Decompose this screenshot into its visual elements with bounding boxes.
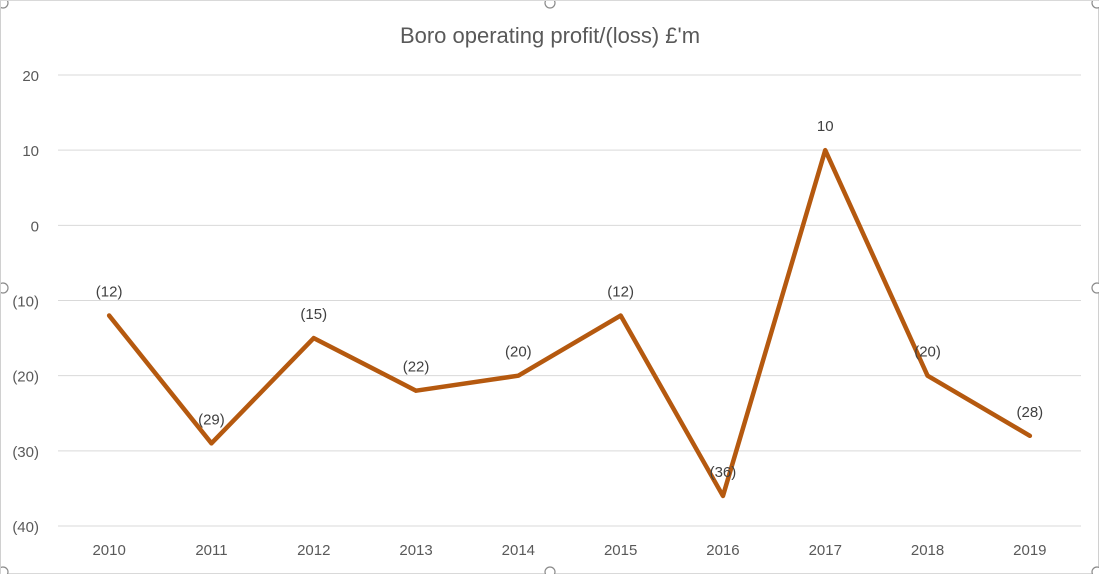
data-label: (22) xyxy=(403,359,430,376)
x-tick-label: 2010 xyxy=(92,542,125,559)
resize-handle-bottom-center[interactable] xyxy=(544,566,556,574)
x-tick-label: 2018 xyxy=(911,542,944,559)
data-label: (20) xyxy=(505,344,532,361)
data-label: (29) xyxy=(198,411,225,428)
x-tick-label: 2016 xyxy=(706,542,739,559)
y-axis: 20 10 0 (10) (20) (30) (40) xyxy=(12,68,39,536)
y-tick-label: 10 xyxy=(22,143,39,160)
resize-handle-bottom-left[interactable] xyxy=(1,566,9,574)
resize-handle-top-left[interactable] xyxy=(1,1,9,9)
data-label: (12) xyxy=(607,284,634,301)
resize-handle-top-center[interactable] xyxy=(544,1,556,9)
x-tick-label: 2014 xyxy=(502,542,535,559)
x-tick-label: 2012 xyxy=(297,542,330,559)
y-tick-label: 20 xyxy=(22,68,39,85)
x-tick-label: 2019 xyxy=(1013,542,1046,559)
y-tick-label: (40) xyxy=(12,519,39,536)
y-tick-label: (30) xyxy=(12,444,39,461)
y-tick-label: 0 xyxy=(31,218,39,235)
chart-title: Boro operating profit/(loss) £'m xyxy=(400,23,700,48)
data-label: (12) xyxy=(96,284,123,301)
data-label: (15) xyxy=(300,306,327,323)
series-line xyxy=(106,147,1033,499)
resize-handle-middle-right[interactable] xyxy=(1091,282,1099,294)
resize-handle-bottom-right[interactable] xyxy=(1091,566,1099,574)
data-labels: (12) (29) (15) (22) (20) (12) (36) 10 (20) (28) xyxy=(96,118,1043,481)
x-tick-label: 2011 xyxy=(195,542,227,559)
resize-handle-middle-left[interactable] xyxy=(1,282,9,294)
x-tick-label: 2015 xyxy=(604,542,637,559)
data-label: (36) xyxy=(710,464,737,481)
x-tick-label: 2017 xyxy=(809,542,842,559)
y-tick-label: (20) xyxy=(12,369,39,386)
series-line-group xyxy=(106,147,1033,499)
x-axis: 2010 2011 2012 2013 2014 2015 2016 2017 2018 2019 xyxy=(92,542,1046,559)
x-tick-label: 2013 xyxy=(399,542,432,559)
resize-handle-top-right[interactable] xyxy=(1091,1,1099,9)
data-label: 10 xyxy=(817,118,834,135)
gridlines xyxy=(58,74,1081,527)
y-tick-label: (10) xyxy=(12,294,39,311)
data-label: (28) xyxy=(1017,404,1044,421)
data-label: (20) xyxy=(914,344,941,361)
